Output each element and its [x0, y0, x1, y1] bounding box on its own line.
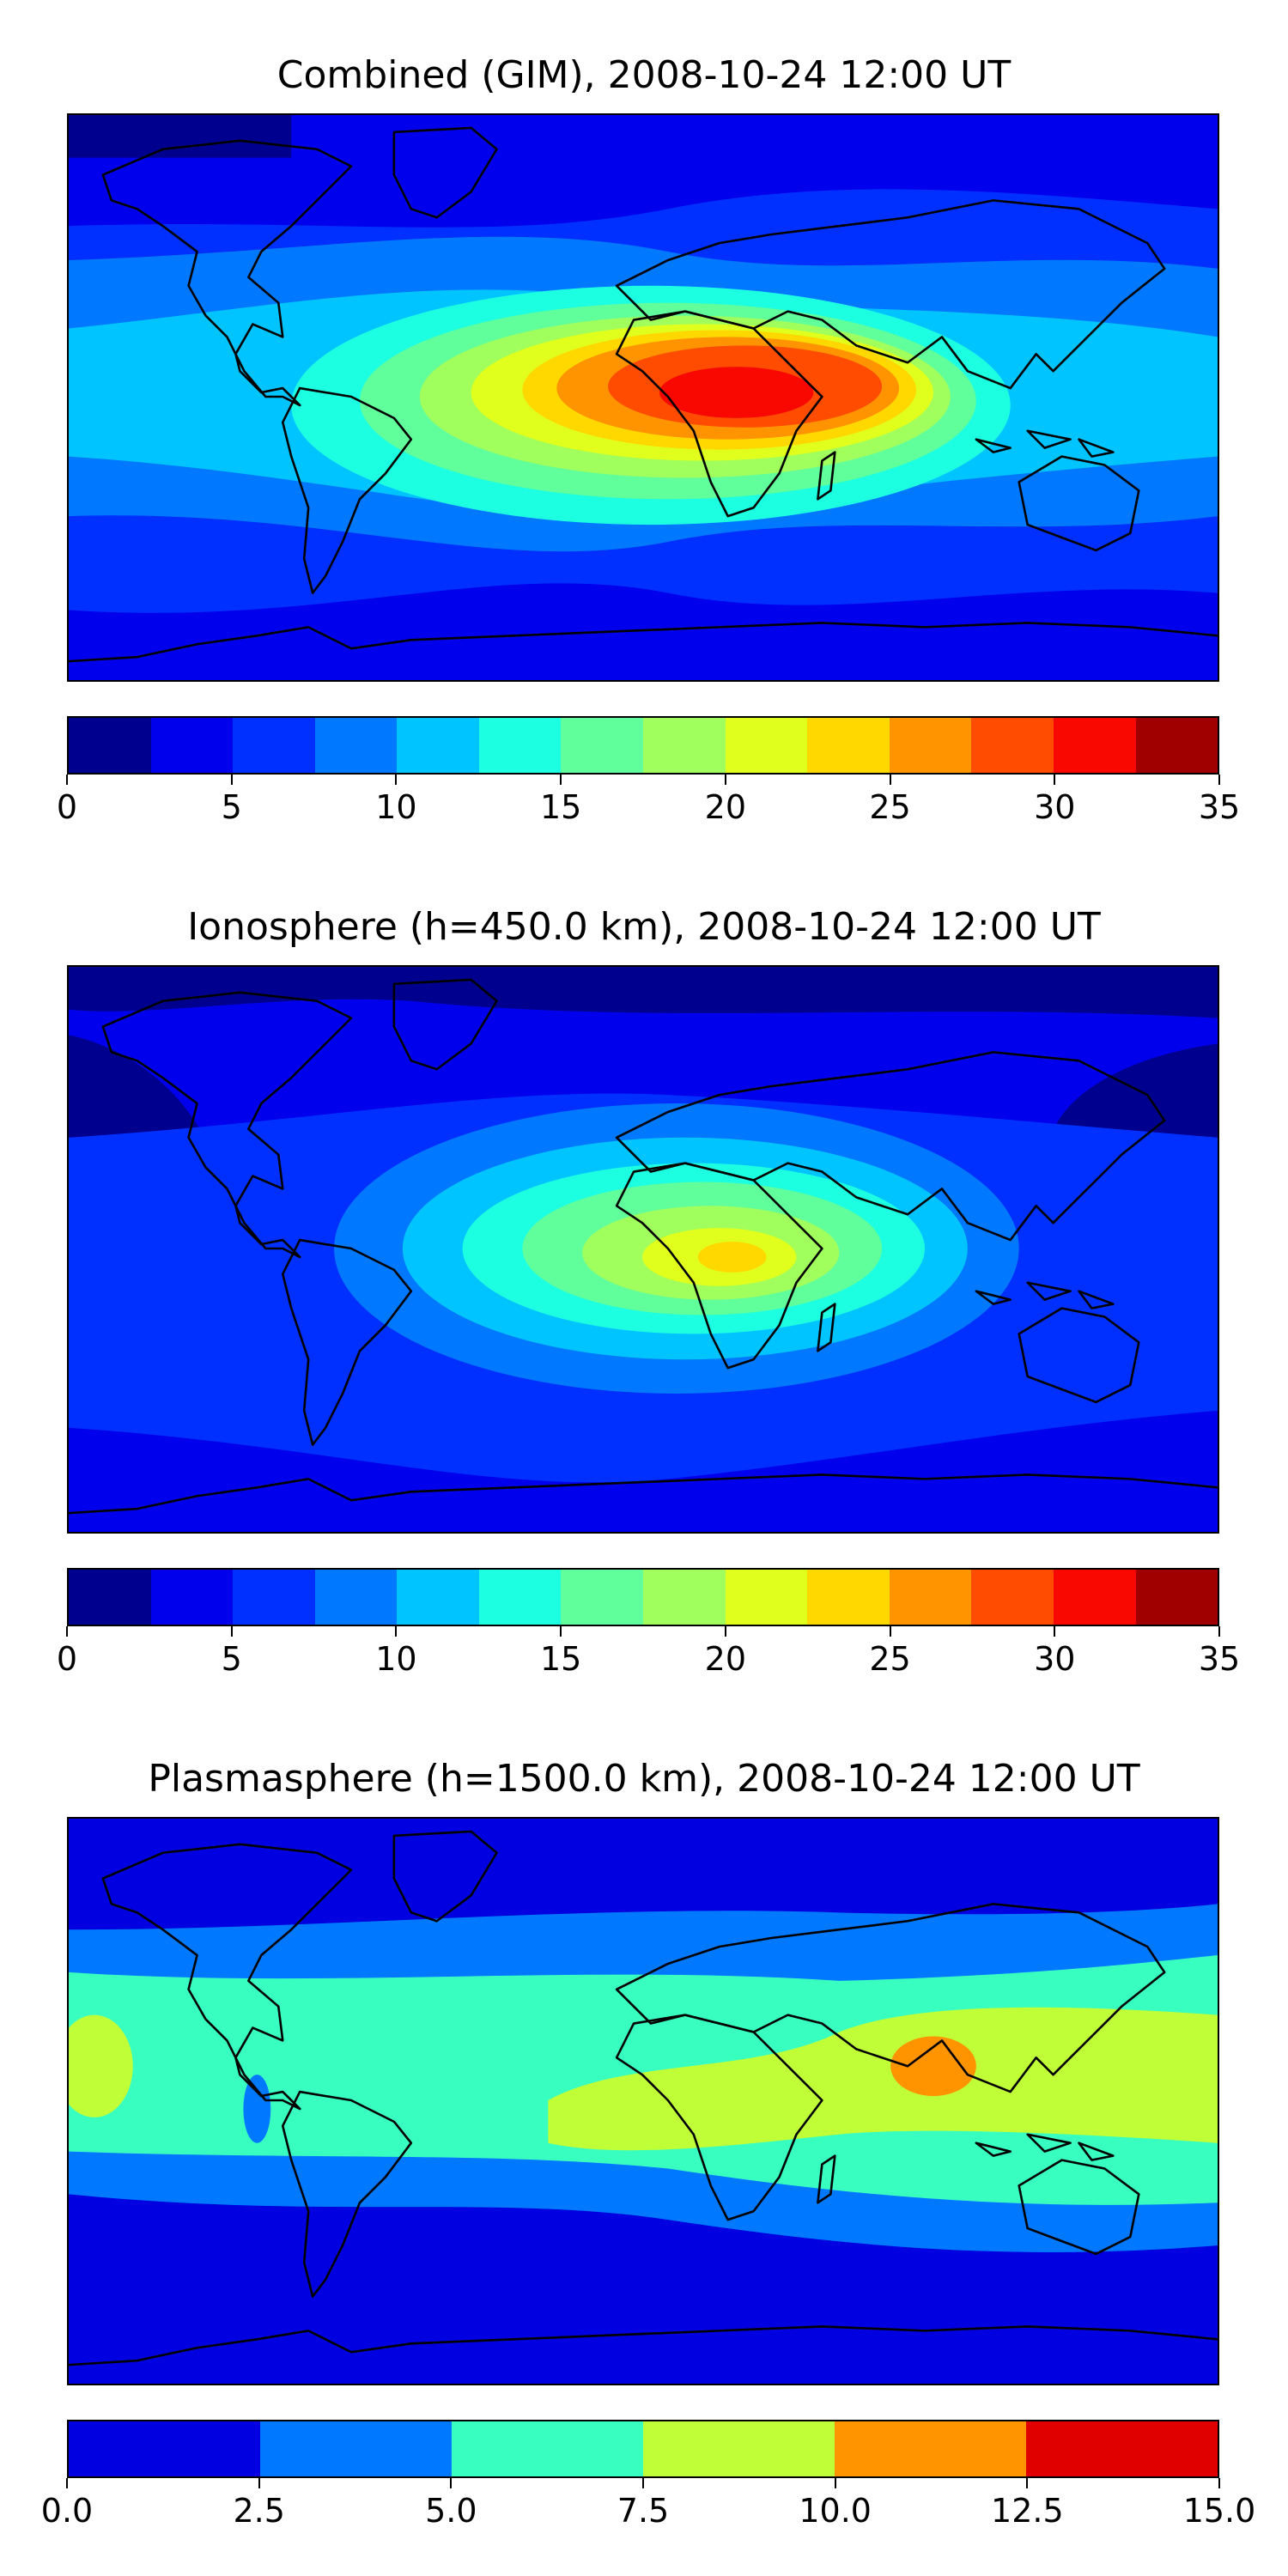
colorbar-tick-label: 25 — [869, 788, 911, 826]
colorbar-tick-label: 15.0 — [1182, 2492, 1256, 2530]
colorbar-tick-label: 0 — [56, 788, 78, 826]
colorbar-segment — [452, 2421, 643, 2476]
panel-1-colorbar — [67, 716, 1219, 775]
panel-3-west-yellowgreen — [69, 2014, 133, 2117]
colorbar-tick-label: 25 — [869, 1640, 911, 1678]
colorbar-segment — [314, 718, 398, 773]
colorbar-segment — [69, 1570, 151, 1625]
panel-3-map — [67, 1817, 1219, 2385]
colorbar-segment — [971, 718, 1054, 773]
panel-1-colorbar-ticks: 0 5 10 15 20 25 30 35 — [57, 775, 1240, 826]
panel-2-title: Ionosphere (h=450.0 km), 2008-10-24 12:0… — [187, 905, 1101, 949]
panel-1-high-lat-band-south — [69, 583, 1218, 680]
colorbar-segment — [807, 718, 890, 773]
colorbar-segment — [835, 2421, 1026, 2476]
panel-3-colorbar — [67, 2420, 1219, 2478]
colorbar-tick-label: 0 — [56, 1640, 78, 1678]
panel-3-colorbar-ticks: 0.0 2.5 5.0 7.5 10.0 12.5 15.0 — [41, 2478, 1255, 2530]
colorbar-tick-label: 10 — [375, 788, 417, 826]
colorbar-segment — [1135, 718, 1218, 773]
colorbar-segment — [725, 1570, 808, 1625]
colorbar-segment — [561, 718, 644, 773]
colorbar-tick-label: 10 — [375, 1640, 417, 1678]
colorbar-segment — [643, 1570, 726, 1625]
panel-1-high-lat-band-north — [69, 115, 1218, 228]
colorbar-tick-label: 30 — [1034, 1640, 1076, 1678]
colorbar-tick-label: 2.5 — [233, 2492, 285, 2530]
colorbar-segment — [150, 1570, 234, 1625]
panel-1-title: Combined (GIM), 2008-10-24 12:00 UT — [276, 53, 1012, 97]
colorbar-tick-label: 15 — [539, 1640, 582, 1678]
colorbar-tick-label: 5 — [221, 788, 242, 826]
colorbar-segment — [69, 718, 151, 773]
colorbar-segment — [233, 1570, 315, 1625]
colorbar-segment — [1053, 1570, 1136, 1625]
colorbar-tick-label: 5 — [221, 1640, 242, 1678]
colorbar-segment — [397, 1570, 479, 1625]
colorbar-tick-label: 10.0 — [799, 2492, 872, 2530]
colorbar-segment — [478, 718, 562, 773]
colorbar-segment — [69, 2421, 260, 2476]
colorbar-segment — [478, 1570, 562, 1625]
panel-1-polar-patch — [69, 115, 292, 158]
colorbar-segment — [233, 718, 315, 773]
panel-3-contour-10 — [890, 2036, 976, 2097]
colorbar-segment — [643, 718, 726, 773]
colorbar-tick-label: 7.5 — [617, 2492, 670, 2530]
colorbar-segment — [1053, 718, 1136, 773]
colorbar-tick-label: 5.0 — [425, 2492, 477, 2530]
panel-2-colorbar — [67, 1568, 1219, 1626]
panel-3-title: Plasmasphere (h=1500.0 km), 2008-10-24 1… — [148, 1757, 1140, 1801]
colorbar-segment — [1026, 2421, 1218, 2476]
colorbar-segment — [971, 1570, 1054, 1625]
panel-2-contour-22 — [697, 1242, 767, 1273]
colorbar-segment — [889, 718, 972, 773]
colorbar-segment — [314, 1570, 398, 1625]
panel-2-colorbar-ticks: 0 5 10 15 20 25 30 35 — [57, 1626, 1240, 1678]
panel-3-band-yellowgreen — [548, 2007, 1218, 2151]
colorbar-tick-label: 35 — [1198, 1640, 1241, 1678]
colorbar-segment — [889, 1570, 972, 1625]
colorbar-segment — [807, 1570, 890, 1625]
panel-1-contour-32 — [659, 367, 814, 418]
colorbar-tick-label: 20 — [704, 1640, 747, 1678]
colorbar-segment — [260, 2421, 452, 2476]
panel-3-blue-patch — [243, 2075, 271, 2143]
colorbar-tick-label: 35 — [1198, 788, 1241, 826]
colorbar-tick-label: 20 — [704, 788, 747, 826]
panel-2-map — [67, 965, 1219, 1534]
colorbar-tick-label: 30 — [1034, 788, 1076, 826]
colorbar-tick-label: 15 — [539, 788, 582, 826]
panel-2-polar-north — [69, 967, 1218, 1018]
colorbar-segment — [561, 1570, 644, 1625]
colorbar-tick-label: 12.5 — [991, 2492, 1064, 2530]
colorbar-segment — [643, 2421, 835, 2476]
colorbar-segment — [1135, 1570, 1218, 1625]
panel-1-map — [67, 113, 1219, 682]
colorbar-segment — [150, 718, 234, 773]
colorbar-tick-label: 0.0 — [40, 2492, 94, 2530]
colorbar-segment — [397, 718, 479, 773]
colorbar-segment — [725, 718, 808, 773]
